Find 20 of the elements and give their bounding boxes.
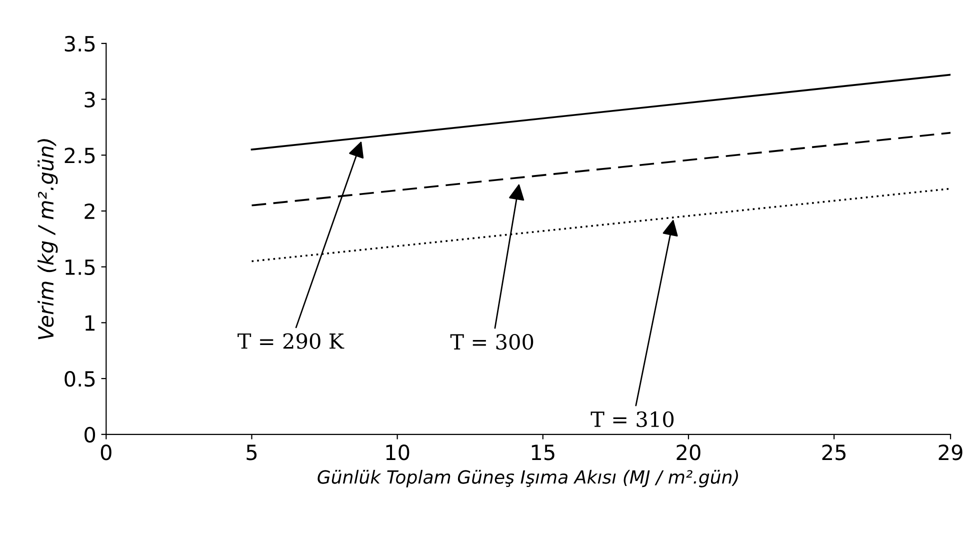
y-tick-label: 2.5 [64,148,95,164]
x-tick-label: 5 [246,444,257,460]
annotation: T = 300 [450,334,534,350]
y-tick-label: 3.5 [64,36,95,52]
y-tick-label: 0.5 [64,371,95,387]
x-tick-label: 25 [822,444,846,460]
x-tick-label: 0 [100,444,112,460]
annotation: T = 310 [590,411,674,428]
y-tick-label: 1.5 [66,260,95,276]
x-axis-title: Günlük Toplam Güneş Işıma Akısı (MJ / m².gün) [318,470,738,488]
x-tick-label: 10 [386,444,410,460]
x-tick-label: 20 [676,444,700,460]
y-axis-title: Verim (kg / m².gün) [38,139,58,340]
y-tick-label: 0 [84,426,96,443]
annotation: T = 290 K [238,333,344,349]
y-tick-label: 1 [85,315,95,331]
y-tick-label: 2 [84,203,94,219]
x-tick-label: 15 [532,444,554,460]
y-tick-label: 3 [84,92,95,108]
x-tick-label: 29 [938,444,962,460]
